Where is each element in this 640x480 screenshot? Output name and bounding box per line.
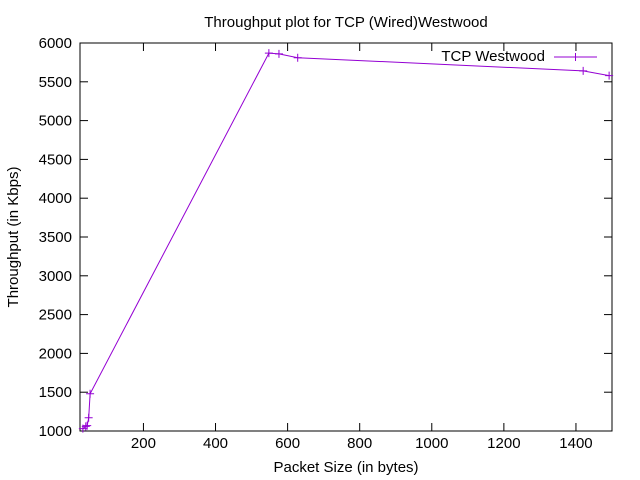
data-point-marker: [84, 413, 93, 422]
y-tick-label: 2000: [39, 345, 72, 362]
legend: TCP Westwood: [441, 48, 597, 65]
data-point-marker: [86, 389, 95, 398]
y-axis-label: Throughput (in Kbps): [5, 167, 22, 308]
y-tick-label: 3500: [39, 229, 72, 246]
data-point-marker: [81, 422, 90, 431]
plot-border: [79, 42, 613, 432]
y-tick-label: 3000: [39, 268, 72, 285]
series-line: [82, 52, 610, 430]
x-tick-label: 800: [347, 435, 372, 452]
legend-marker: [571, 53, 580, 61]
data-point-marker: [274, 49, 283, 58]
data-point-marker: [579, 66, 588, 75]
y-tick-label: 5000: [39, 113, 72, 130]
x-tick-label: 200: [131, 435, 156, 452]
data-point-marker: [264, 49, 273, 58]
x-tick-label: 1000: [415, 435, 448, 452]
x-axis: 200 400 600 800 1000 1200 1400: [131, 43, 593, 452]
x-axis-label: Packet Size (in bytes): [273, 459, 418, 476]
y-axis: 1000 1500 2000 2500 3000 3500 4000 4500 5000 5500…: [39, 35, 612, 440]
y-tick-label: 6000: [39, 35, 72, 52]
x-tick-label: 600: [275, 435, 300, 452]
data-point-marker: [83, 421, 92, 430]
y-tick-label: 1500: [39, 384, 72, 401]
x-tick-label: 1200: [487, 435, 520, 452]
legend-label: TCP Westwood: [441, 48, 545, 65]
y-tick-label: 2500: [39, 307, 72, 324]
chart-title: Throughput plot for TCP (Wired)Westwood: [204, 14, 487, 31]
data-point-marker: [293, 53, 302, 62]
y-tick-label: 4500: [39, 151, 72, 168]
y-tick-label: 4000: [39, 190, 72, 207]
y-tick-label: 1000: [39, 423, 72, 440]
data-point-marker: [605, 71, 614, 80]
x-tick-label: 1400: [559, 435, 592, 452]
series-layer: [78, 49, 614, 433]
y-tick-label: 5500: [39, 74, 72, 91]
x-tick-label: 400: [203, 435, 228, 452]
